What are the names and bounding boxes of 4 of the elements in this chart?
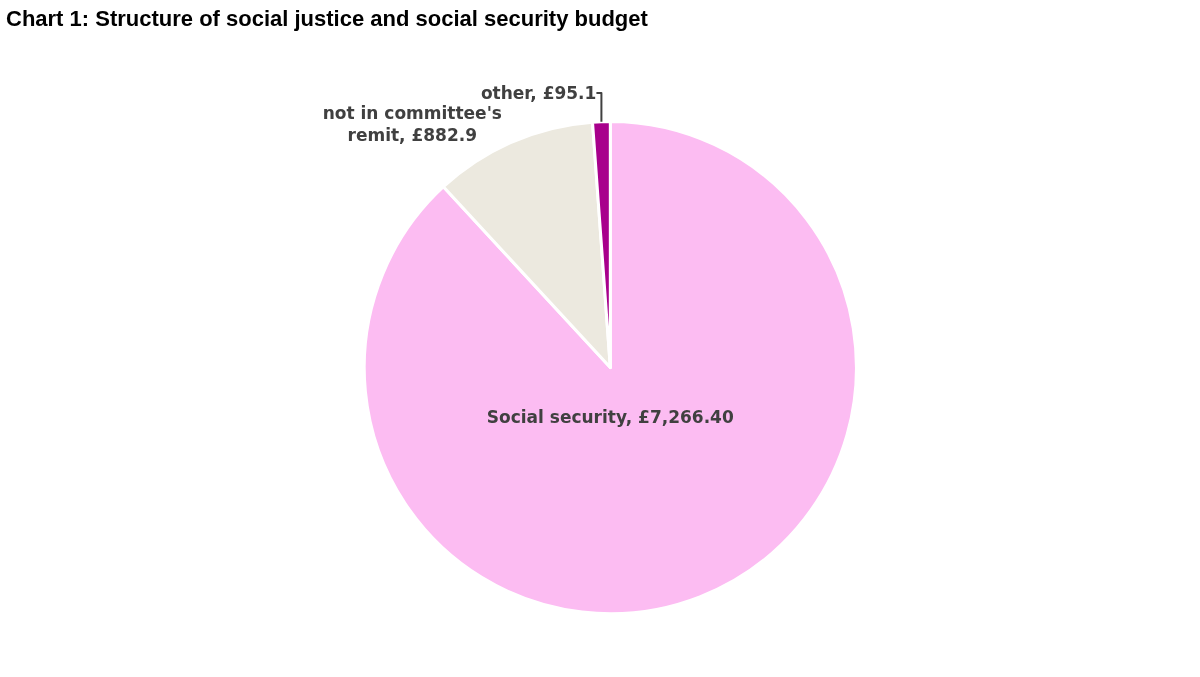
chart-title: Chart 1: Structure of social justice and social security budget (6, 5, 649, 31)
slice-label: not in committee's remit, £882.9 (322, 103, 502, 146)
slice-label: Social security, £7,266.40 (486, 407, 734, 428)
slice-label: other, £95.1 (480, 83, 597, 104)
